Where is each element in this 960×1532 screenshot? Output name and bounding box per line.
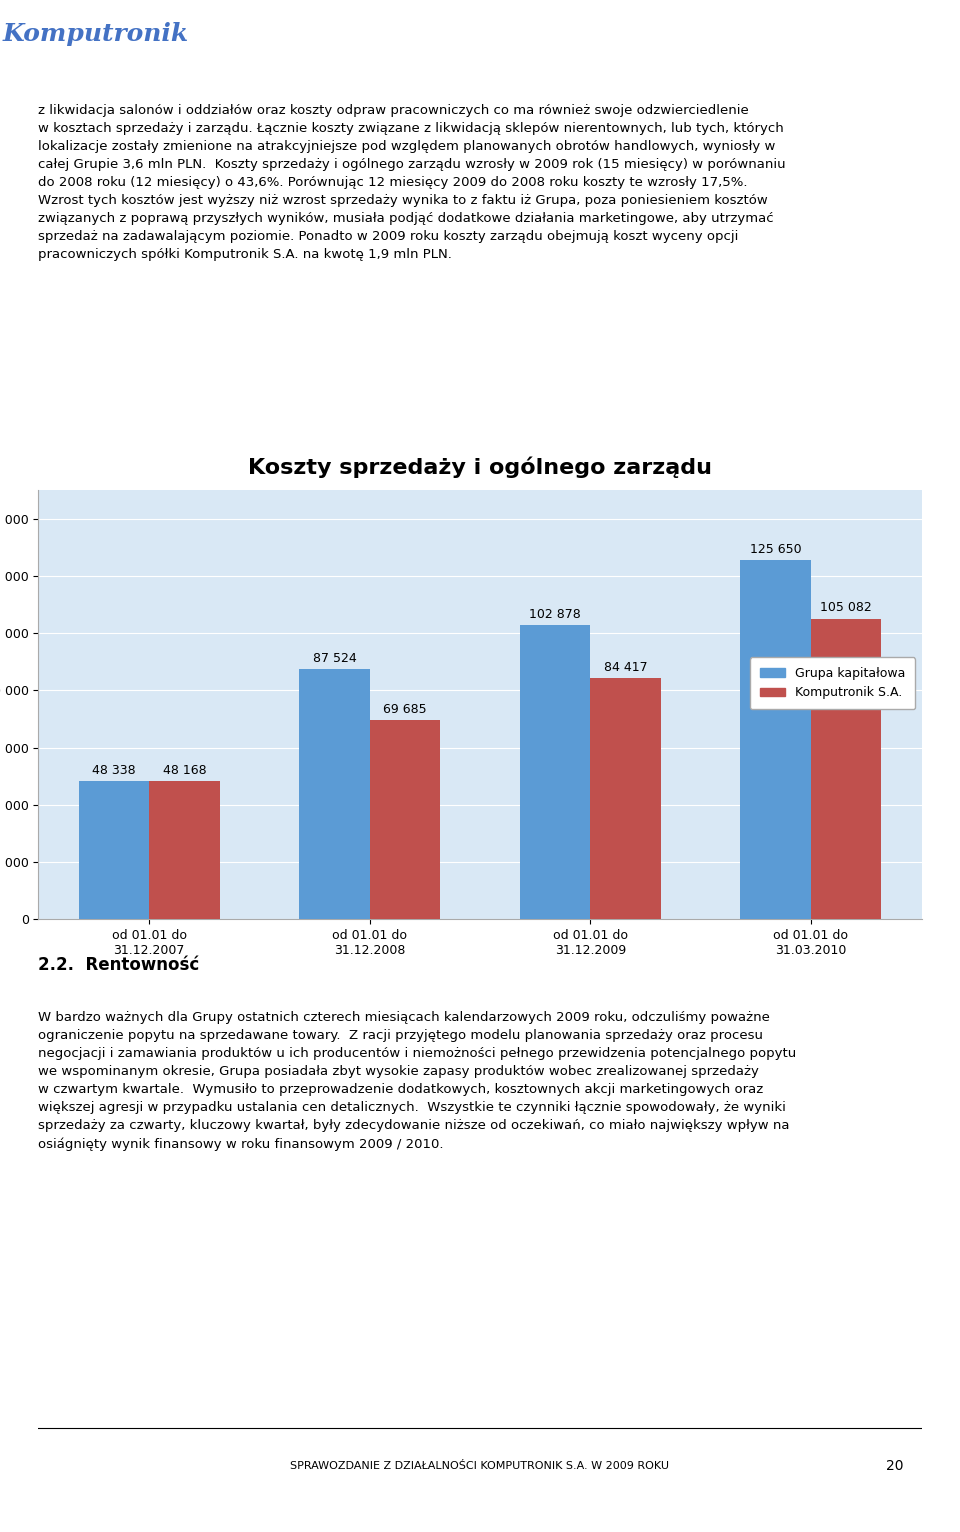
Text: 105 082: 105 082 (820, 602, 872, 614)
Bar (79, 781, 149, 919)
Bar (740, 559, 811, 919)
Text: z likwidacja salonów i oddziałów oraz koszty odpraw pracowniczych co ma również : z likwidacja salonów i oddziałów oraz ko… (38, 104, 786, 262)
Text: 20: 20 (886, 1458, 904, 1474)
Bar (590, 677, 660, 919)
Bar (519, 625, 590, 919)
Text: 102 878: 102 878 (529, 608, 581, 620)
Title: Koszty sprzedaży i ogólnego zarządu: Koszty sprzedaży i ogólnego zarządu (248, 457, 712, 478)
Bar (370, 720, 441, 919)
Text: SPRAWOZDANIE Z DZIAŁALNOŚCI KOMPUTRONIK S.A. W 2009 ROKU: SPRAWOZDANIE Z DZIAŁALNOŚCI KOMPUTRONIK … (291, 1462, 669, 1471)
Text: 84 417: 84 417 (604, 660, 647, 674)
Text: 2.2.  Rentowność: 2.2. Rentowność (38, 956, 200, 974)
Bar (300, 669, 370, 919)
Bar (149, 781, 220, 919)
Text: 87 524: 87 524 (313, 651, 356, 665)
Text: Komputronik: Komputronik (3, 23, 189, 46)
Text: 69 685: 69 685 (383, 703, 427, 715)
FancyBboxPatch shape (0, 5, 202, 64)
Text: 48 338: 48 338 (92, 763, 135, 777)
Text: 48 168: 48 168 (162, 764, 206, 777)
Text: W bardzo ważnych dla Grupy ostatnich czterech miesiącach kalendarzowych 2009 rok: W bardzo ważnych dla Grupy ostatnich czt… (38, 1011, 797, 1151)
Bar (811, 619, 881, 919)
Text: 125 650: 125 650 (750, 542, 802, 556)
Text: www.komputronik.com: www.komputronik.com (765, 28, 924, 41)
Legend: Grupa kapitałowa, Komputronik S.A.: Grupa kapitałowa, Komputronik S.A. (750, 657, 915, 709)
